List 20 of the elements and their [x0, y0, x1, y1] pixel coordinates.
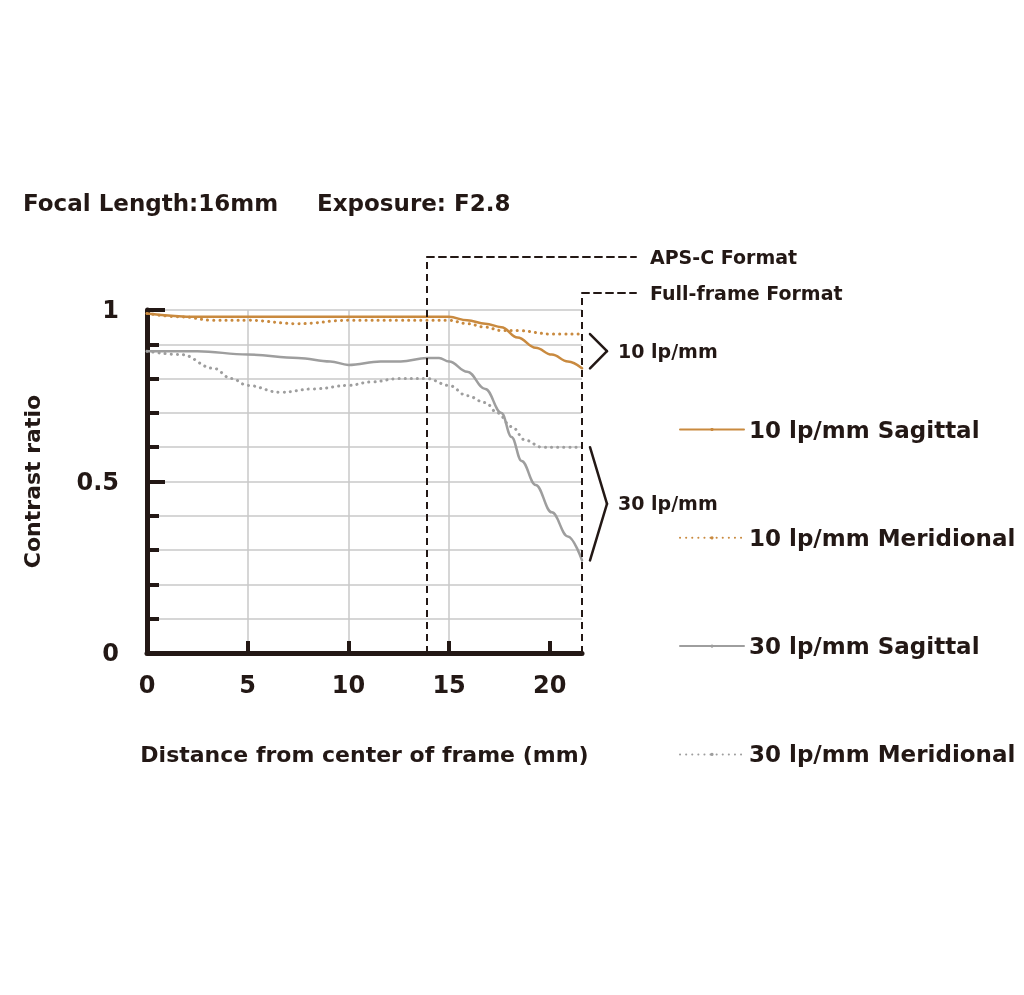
chart-subtitle: Exposure: F2.8 [317, 189, 511, 216]
legend-label: 30 lp/mm Sagittal [749, 633, 980, 660]
ref-line-label: Full-frame Format [650, 282, 843, 304]
x-tick-label: 10 [331, 671, 366, 699]
y-tick-label: 1 [102, 296, 119, 324]
y-tick-label: 0 [102, 639, 119, 667]
chart-title: Focal Length:16mm [23, 189, 279, 216]
text: 30 lp/mm [618, 492, 718, 516]
x-tick-label: 5 [239, 671, 257, 699]
y-axis-title: Contrast ratio [19, 394, 45, 569]
x-tick-label: 15 [432, 671, 466, 699]
y-tick-label: 0.5 [76, 467, 119, 496]
legend-label: 10 lp/mm Meridional [749, 524, 1016, 551]
text: 10 lp/mm [618, 339, 718, 363]
x-tick-label: 20 [533, 671, 567, 699]
legend-label: 10 lp/mm Sagittal [749, 416, 980, 443]
legend-label: 30 lp/mm Meridional [749, 741, 1016, 768]
ref-line-label: APS-C Format [650, 246, 798, 268]
x-axis-title: Distance from center of frame (mm) [140, 741, 589, 767]
x-tick-label: 0 [138, 671, 156, 699]
